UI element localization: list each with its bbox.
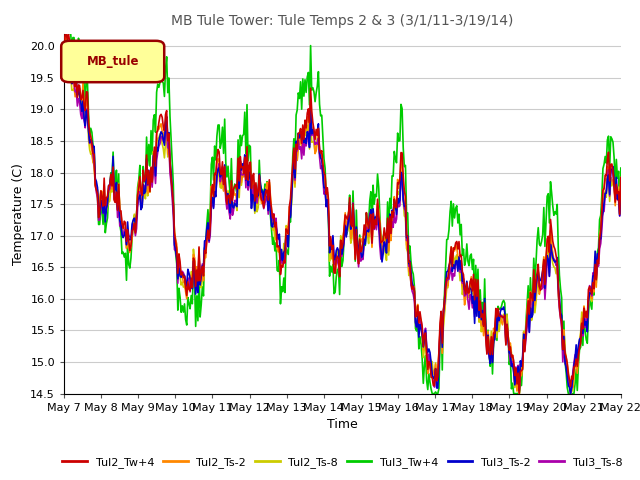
Text: MB_tule: MB_tule (87, 55, 140, 68)
FancyBboxPatch shape (61, 41, 164, 82)
Legend: Tul2_Tw+4, Tul2_Ts-2, Tul2_Ts-8, Tul3_Tw+4, Tul3_Ts-2, Tul3_Ts-8: Tul2_Tw+4, Tul2_Ts-2, Tul2_Ts-8, Tul3_Tw… (58, 453, 627, 473)
X-axis label: Time: Time (327, 418, 358, 431)
Title: MB Tule Tower: Tule Temps 2 & 3 (3/1/11-3/19/14): MB Tule Tower: Tule Temps 2 & 3 (3/1/11-… (172, 14, 513, 28)
Y-axis label: Temperature (C): Temperature (C) (12, 163, 25, 264)
